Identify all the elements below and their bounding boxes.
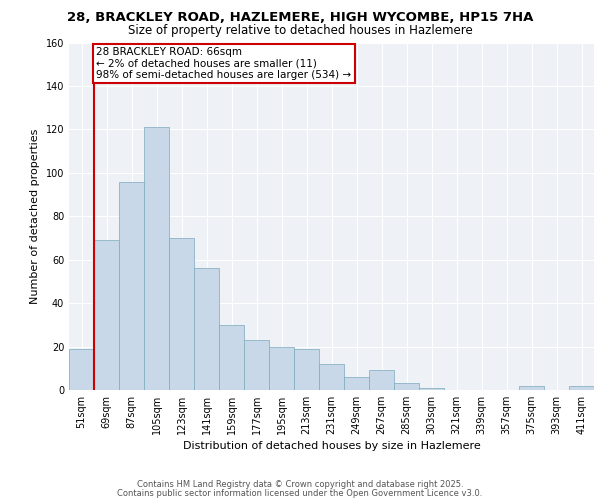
- Bar: [394, 384, 419, 390]
- Bar: [244, 340, 269, 390]
- Bar: [294, 348, 319, 390]
- Text: Contains public sector information licensed under the Open Government Licence v3: Contains public sector information licen…: [118, 488, 482, 498]
- Bar: [69, 348, 94, 390]
- Text: 28, BRACKLEY ROAD, HAZLEMERE, HIGH WYCOMBE, HP15 7HA: 28, BRACKLEY ROAD, HAZLEMERE, HIGH WYCOM…: [67, 11, 533, 24]
- Bar: [319, 364, 344, 390]
- X-axis label: Distribution of detached houses by size in Hazlemere: Distribution of detached houses by size …: [182, 441, 481, 451]
- Bar: [94, 240, 119, 390]
- Bar: [144, 127, 169, 390]
- Bar: [269, 346, 294, 390]
- Text: Size of property relative to detached houses in Hazlemere: Size of property relative to detached ho…: [128, 24, 472, 37]
- Text: Contains HM Land Registry data © Crown copyright and database right 2025.: Contains HM Land Registry data © Crown c…: [137, 480, 463, 489]
- Bar: [219, 325, 244, 390]
- Bar: [519, 386, 544, 390]
- Bar: [194, 268, 219, 390]
- Text: 28 BRACKLEY ROAD: 66sqm
← 2% of detached houses are smaller (11)
98% of semi-det: 28 BRACKLEY ROAD: 66sqm ← 2% of detached…: [97, 47, 352, 80]
- Bar: [569, 386, 594, 390]
- Bar: [369, 370, 394, 390]
- Y-axis label: Number of detached properties: Number of detached properties: [30, 128, 40, 304]
- Bar: [419, 388, 444, 390]
- Bar: [344, 377, 369, 390]
- Bar: [119, 182, 144, 390]
- Bar: [169, 238, 194, 390]
